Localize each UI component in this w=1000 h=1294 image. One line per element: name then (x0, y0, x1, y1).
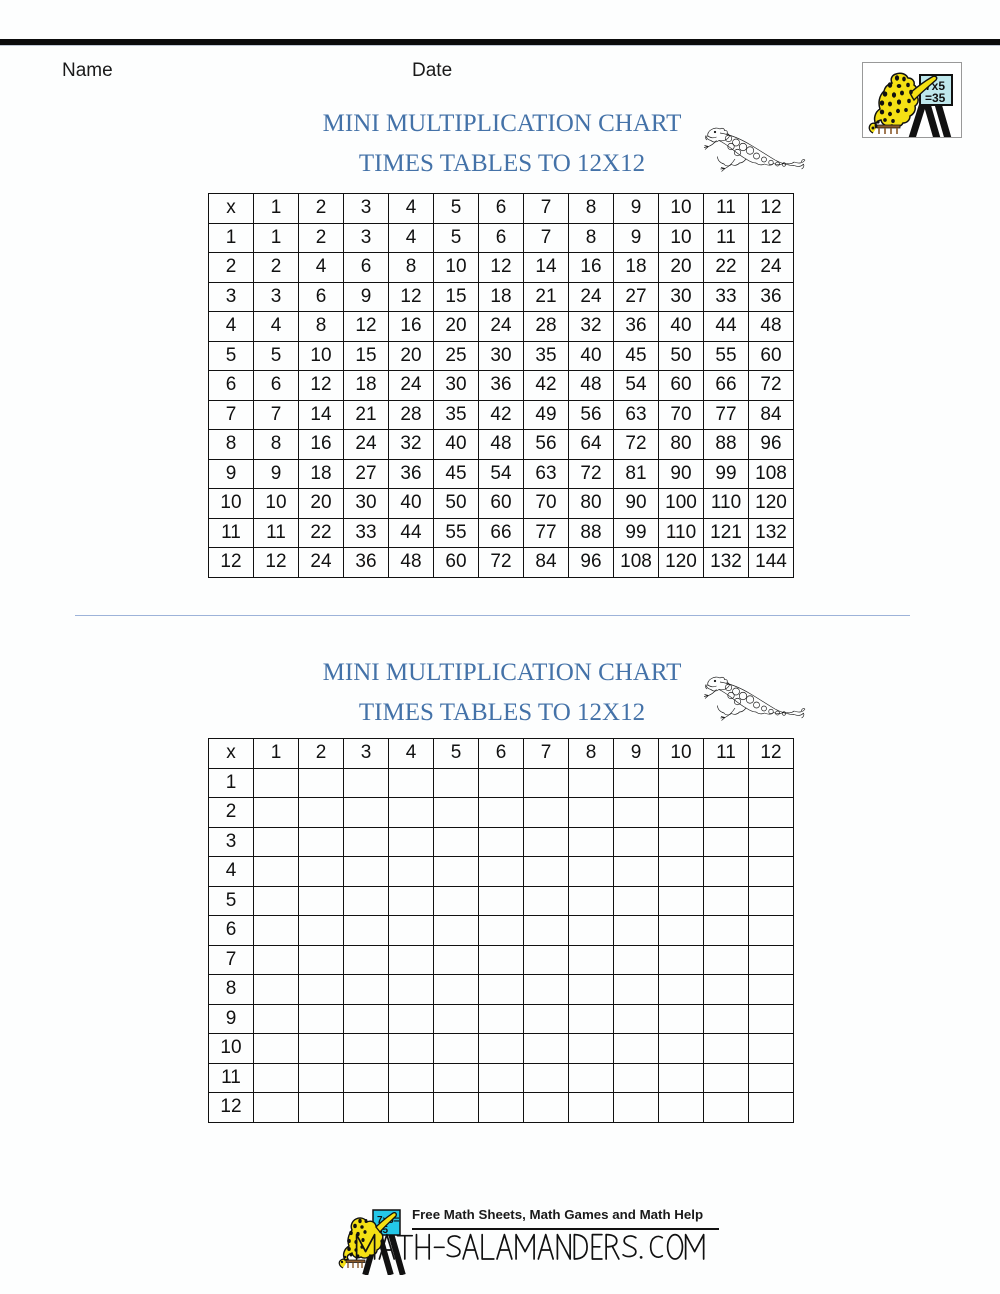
svg-text:=35: =35 (925, 91, 946, 105)
